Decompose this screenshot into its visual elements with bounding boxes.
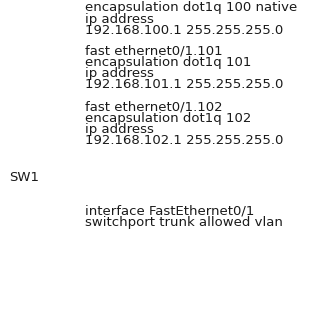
Text: switchport trunk allowed vlan: switchport trunk allowed vlan [85,216,283,229]
Text: fast ethernet0/1.102: fast ethernet0/1.102 [85,101,222,114]
Text: fast ethernet0/1.101: fast ethernet0/1.101 [85,45,222,58]
Text: interface FastEthernet0/1: interface FastEthernet0/1 [85,205,254,218]
Text: 192.168.100.1 255.255.255.0: 192.168.100.1 255.255.255.0 [85,24,283,37]
Text: ip address: ip address [85,123,154,136]
Text: encapsulation dot1q 101: encapsulation dot1q 101 [85,56,251,69]
Text: ip address: ip address [85,67,154,80]
Text: ip address: ip address [85,13,154,26]
Text: encapsulation dot1q 100 native: encapsulation dot1q 100 native [85,2,297,14]
Text: encapsulation dot1q 102: encapsulation dot1q 102 [85,112,251,125]
Text: SW1: SW1 [10,171,40,184]
Text: 192.168.101.1 255.255.255.0: 192.168.101.1 255.255.255.0 [85,78,283,91]
Text: 192.168.102.1 255.255.255.0: 192.168.102.1 255.255.255.0 [85,134,283,147]
